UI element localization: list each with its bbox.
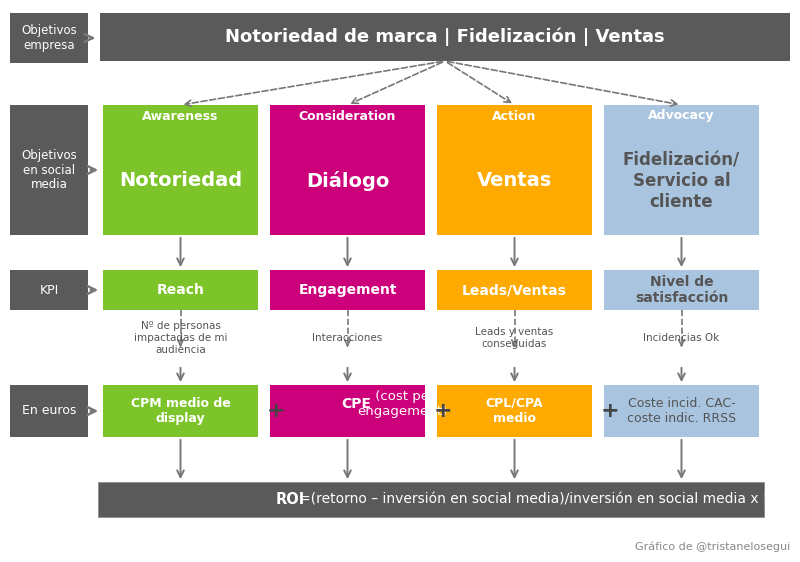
Text: Fidelización/
Servicio al
cliente: Fidelización/ Servicio al cliente xyxy=(623,151,740,211)
Text: Advocacy: Advocacy xyxy=(648,110,714,123)
Text: Engagement: Engagement xyxy=(298,283,397,297)
Bar xyxy=(103,105,258,127)
Bar xyxy=(437,105,592,127)
Bar xyxy=(437,127,592,235)
Bar xyxy=(103,385,258,437)
Text: Incidencias Ok: Incidencias Ok xyxy=(643,333,720,343)
Bar xyxy=(10,270,88,310)
Text: Objetivos
empresa: Objetivos empresa xyxy=(21,24,77,52)
Text: +: + xyxy=(434,401,452,421)
Text: CPM medio de
display: CPM medio de display xyxy=(130,397,230,425)
Text: Objetivos
en social
media: Objetivos en social media xyxy=(21,148,77,192)
Bar xyxy=(270,385,425,437)
Text: +: + xyxy=(266,401,286,421)
Bar xyxy=(270,127,425,235)
Bar xyxy=(437,385,592,437)
Text: (cost per
engagement): (cost per engagement) xyxy=(358,390,448,418)
Bar xyxy=(103,127,258,235)
Text: Interacciones: Interacciones xyxy=(312,333,382,343)
Bar xyxy=(604,270,759,310)
Bar xyxy=(270,105,425,127)
Bar xyxy=(98,482,764,517)
Text: Ventas: Ventas xyxy=(477,171,552,191)
Bar xyxy=(10,13,88,63)
Bar xyxy=(10,385,88,437)
Text: CPE: CPE xyxy=(342,397,371,411)
Text: +: + xyxy=(601,401,619,421)
Text: ROI: ROI xyxy=(276,492,306,507)
Text: En euros: En euros xyxy=(22,405,76,418)
Text: Action: Action xyxy=(492,110,537,123)
Bar xyxy=(604,127,759,235)
Text: Reach: Reach xyxy=(157,283,205,297)
Text: Consideration: Consideration xyxy=(299,110,396,123)
Text: KPI: KPI xyxy=(39,283,58,297)
Text: Notoriedad: Notoriedad xyxy=(119,171,242,191)
Text: =(retorno – inversión en social media)/inversión en social media x 100: =(retorno – inversión en social media)/i… xyxy=(299,492,790,506)
Bar xyxy=(270,270,425,310)
Bar xyxy=(10,105,88,235)
Bar xyxy=(100,13,790,61)
Bar xyxy=(103,270,258,310)
Text: Leads y ventas
conseguidas: Leads y ventas conseguidas xyxy=(475,327,554,349)
Bar xyxy=(604,105,759,127)
Text: Leads/Ventas: Leads/Ventas xyxy=(462,283,567,297)
Text: Notoriedad de marca | Fidelización | Ventas: Notoriedad de marca | Fidelización | Ven… xyxy=(225,28,665,46)
Text: Gráfico de @tristanelosegui: Gráfico de @tristanelosegui xyxy=(634,542,790,552)
Bar xyxy=(604,385,759,437)
Text: CPL/CPA
medio: CPL/CPA medio xyxy=(486,397,543,425)
Text: Nivel de
satisfacción: Nivel de satisfacción xyxy=(635,275,728,305)
Text: Diálogo: Diálogo xyxy=(306,171,389,191)
Text: Coste incid. CAC-
coste indic. RRSS: Coste incid. CAC- coste indic. RRSS xyxy=(627,397,736,425)
Text: Awareness: Awareness xyxy=(142,110,218,123)
Bar xyxy=(437,270,592,310)
Text: Nº de personas
impactadas de mi
audiencia: Nº de personas impactadas de mi audienci… xyxy=(134,321,227,355)
